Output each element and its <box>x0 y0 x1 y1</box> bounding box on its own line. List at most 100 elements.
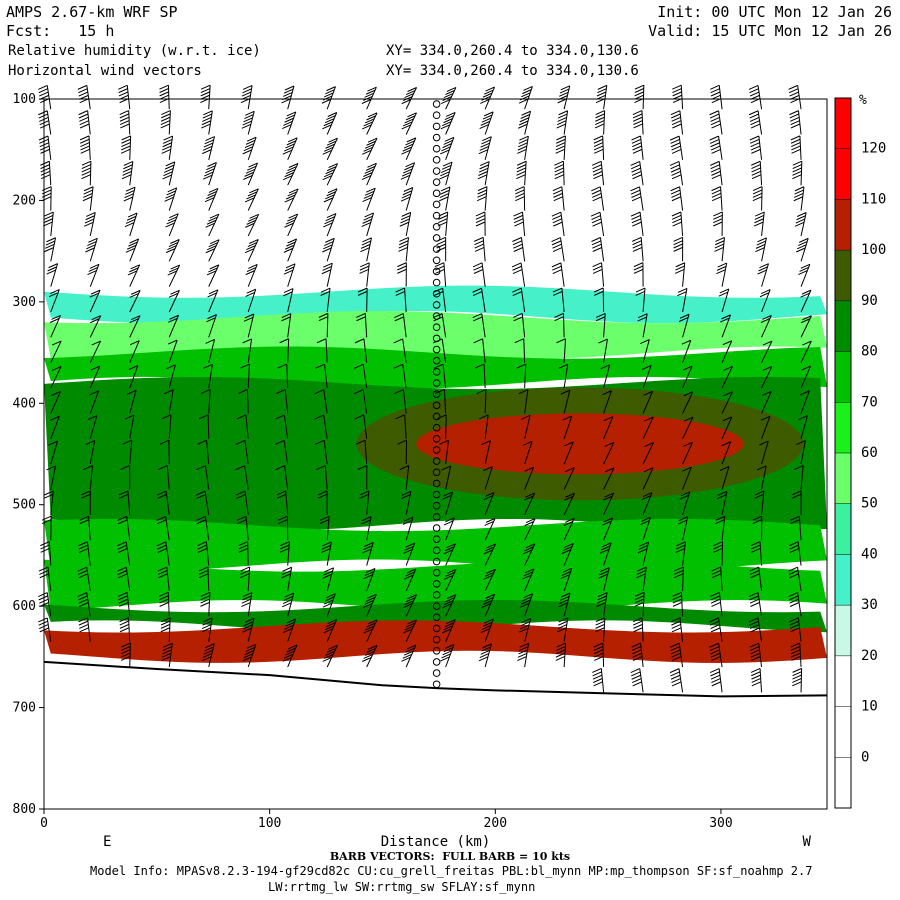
wind-barb-flag <box>118 595 128 601</box>
wind-barb-flag <box>593 681 603 687</box>
wind-barb-flag <box>288 163 299 168</box>
wind-barb-flag <box>203 110 213 116</box>
wind-barb-flag <box>319 519 330 525</box>
wind-barb-flag <box>477 186 488 192</box>
wind-barb-flag <box>750 652 761 658</box>
wind-barb-flag <box>40 167 50 173</box>
wind-barb-flag <box>328 163 338 169</box>
wind-barb-flag <box>282 149 293 155</box>
wind-barb-flag <box>364 212 374 218</box>
wind-barb-flag <box>120 123 130 129</box>
wind-barb-flag <box>798 270 808 276</box>
wind-barb <box>680 85 684 110</box>
wind-barb-flag <box>591 160 602 166</box>
wind-barb-flag <box>592 164 602 170</box>
wind-barb-flag <box>80 138 90 144</box>
wind-barb <box>797 592 802 617</box>
wind-barb-flag <box>631 214 641 220</box>
wind-barb <box>326 263 333 287</box>
wind-barb-flag <box>711 148 721 154</box>
wind-barb-flag <box>363 545 373 551</box>
wind-barb-flag <box>323 197 334 203</box>
wind-barb-flag <box>38 566 49 572</box>
wind-barb-flag <box>285 263 296 269</box>
wind-barb-flag <box>246 194 256 200</box>
wind-barb <box>757 592 763 617</box>
colorbar-label: 70 <box>861 394 878 410</box>
wind-barb-flag <box>561 549 571 555</box>
wind-barb-flag <box>322 266 332 271</box>
wind-barb-flag <box>715 236 725 242</box>
wind-barb <box>603 617 606 642</box>
wind-barb-flag <box>86 212 96 217</box>
wind-barb-flag <box>673 573 684 579</box>
wind-barb-flag <box>556 138 566 144</box>
wind-barb-flag <box>711 681 721 687</box>
wind-barb-flag <box>286 140 297 146</box>
wind-barb-flag <box>483 574 493 580</box>
wind-barb <box>366 262 370 287</box>
wind-barb-flag <box>162 142 172 148</box>
wind-barb-flag <box>209 213 220 219</box>
wind-barb-flag <box>398 240 409 246</box>
wind-barb-flag <box>789 573 799 579</box>
wind-barb-flag <box>631 646 642 651</box>
wind-barb-flag <box>524 521 534 527</box>
wind-barb-flag <box>246 267 257 272</box>
wind-barb <box>168 136 174 160</box>
wind-barb <box>603 567 610 592</box>
wind-barb-flag <box>551 237 561 243</box>
wind-barb <box>323 414 328 439</box>
y-tick-label: 500 <box>13 498 36 513</box>
wind-barb-flag <box>286 618 296 624</box>
wind-barb <box>129 365 139 389</box>
wind-barb-flag <box>480 142 490 148</box>
wind-barb-flag <box>362 124 372 130</box>
wind-barb-flag <box>481 95 491 101</box>
wind-barb-flag <box>632 145 642 151</box>
wind-barb-flag <box>325 194 335 200</box>
wind-barb <box>445 465 452 490</box>
wind-barb-flag <box>161 110 171 115</box>
wind-barb-flag <box>556 135 566 141</box>
wind-barb-flag <box>200 595 210 601</box>
wind-barb-flag <box>326 213 337 219</box>
wind-barb <box>798 516 802 541</box>
wind-barb-flag <box>118 573 128 579</box>
wind-barb-flag <box>518 123 528 129</box>
wind-barb-flag <box>366 647 376 653</box>
wind-barb-flag <box>556 338 566 344</box>
wind-barb <box>129 415 135 439</box>
wind-barb <box>682 566 684 591</box>
wind-barb-flag <box>560 85 570 91</box>
wind-barb-flag <box>366 115 376 121</box>
wind-barb-flag <box>751 678 761 683</box>
wind-barb-flag <box>322 541 332 547</box>
wind-barb-flag <box>524 466 534 472</box>
wind-barb-flag <box>83 221 94 227</box>
wind-barb-flag <box>710 671 720 677</box>
wind-barb <box>48 541 52 566</box>
wind-barb-flag <box>558 602 568 608</box>
wind-barb <box>603 442 615 465</box>
wind-barb-flag <box>170 239 180 244</box>
wind-barb <box>245 516 249 541</box>
wind-barb-flag <box>407 87 417 92</box>
wind-barb <box>761 366 773 389</box>
wind-barb-flag <box>89 292 99 298</box>
wind-barb <box>364 313 368 338</box>
wind-barb-flag <box>363 193 374 199</box>
wind-barb <box>678 136 684 160</box>
wind-barb-flag <box>243 316 254 322</box>
colorbar-cell <box>835 554 851 606</box>
wind-barb-flag <box>243 653 253 659</box>
wind-barb <box>166 567 170 591</box>
wind-barb-flag <box>361 222 371 228</box>
wind-barb-flag <box>671 145 681 151</box>
wind-barb-flag <box>398 246 408 252</box>
wind-barb-flag <box>635 287 646 293</box>
wind-barb <box>362 389 368 414</box>
wind-barb <box>639 161 644 186</box>
wind-barb-flag <box>522 440 533 446</box>
wind-barb <box>639 668 644 693</box>
